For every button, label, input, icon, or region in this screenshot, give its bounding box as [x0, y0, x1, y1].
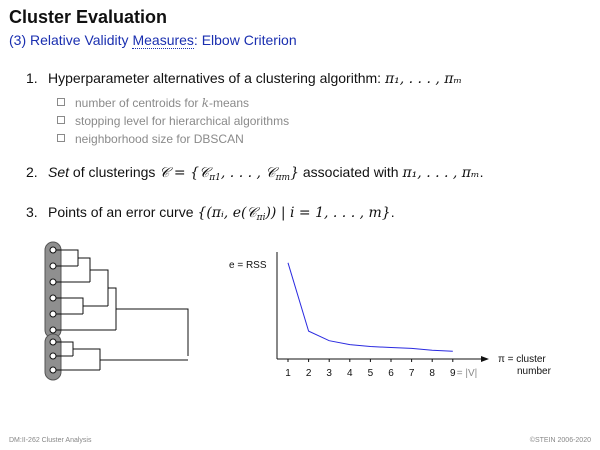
x-tick-label: 8 — [429, 368, 435, 379]
subscript-pim: πm — [275, 173, 291, 183]
item-math-set-3: } — [290, 165, 299, 181]
sub-item-text: stopping level for hierarchical algorith… — [75, 114, 290, 128]
list-item-3: 3. Points of an error curve {(πᵢ, e(𝒞πi))… — [26, 204, 395, 223]
leaf-node — [49, 294, 57, 302]
item-italic: Set — [48, 164, 70, 180]
dendrogram-leaves — [49, 246, 57, 374]
leaf-node — [49, 338, 57, 346]
leaf-node — [49, 366, 57, 374]
x-tick-label: 4 — [347, 368, 353, 379]
chart-xlabel-line1: π = cluster — [498, 354, 546, 365]
x-axis-arrow-icon — [481, 356, 489, 362]
x-tick-label: 1 — [285, 368, 291, 379]
subtitle-suffix: : Elbow Criterion — [193, 32, 297, 48]
leaf-node — [49, 310, 57, 318]
leaf-node — [49, 278, 57, 286]
dendrogram — [44, 241, 189, 381]
error-curve — [287, 262, 453, 352]
item-math: π₁, . . . , πₘ — [384, 71, 463, 87]
x-tick-label: 9 — [450, 368, 456, 379]
x-tick-label: 3 — [326, 368, 332, 379]
bullet-box-icon — [57, 134, 65, 142]
chart-ylabel: e = RSS — [229, 260, 267, 271]
bullet-box-icon — [57, 116, 65, 124]
list-item-2: 2. Set of clusterings 𝒞 = {𝒞π1, . . . , 𝒞… — [26, 164, 484, 183]
leaf-node — [49, 352, 57, 360]
elbow-chart: e = RSS 1 2 3 4 5 6 7 8 9 = |V| π = cluster numb… — [229, 252, 552, 379]
item-text: Points of an error curve — [48, 204, 198, 220]
sub-item-1: number of centroids for k-means — [57, 96, 249, 110]
subscript-pi1: π1 — [209, 173, 221, 183]
sub-item-math: k — [201, 96, 210, 110]
x-tick-label: 2 — [306, 368, 312, 379]
item-math: {(πᵢ, e(𝒞 — [197, 205, 257, 221]
page-title: Cluster Evaluation — [9, 7, 168, 27]
sub-item-text: number of centroids for — [75, 96, 202, 110]
list-item-1: 1. Hyperparameter alternatives of a clust… — [26, 70, 462, 87]
sub-item-2: stopping level for hierarchical algorith… — [57, 114, 289, 128]
item-number: 1. — [26, 70, 38, 86]
item-end: . — [390, 204, 395, 220]
item-end: . — [479, 164, 484, 180]
subscript-pii: πi — [256, 213, 266, 223]
sub-item-text-2: -means — [209, 96, 250, 110]
sub-item-3: neighborhood size for DBSCAN — [57, 132, 244, 146]
item-math-set: 𝒞 = {𝒞 — [159, 165, 210, 181]
item-text: of clusterings — [69, 164, 160, 180]
subtitle-prefix: (3) Relative Validity — [9, 32, 133, 48]
subtitle-measures-link[interactable]: Measures — [132, 32, 194, 49]
page-subtitle: (3) Relative Validity Measures: Elbow Cr… — [9, 32, 297, 49]
footer-right: ©STEIN 2006-2020 — [529, 437, 591, 444]
item-math-2: π₁, . . . , πₘ — [402, 165, 480, 181]
dendrogram-links — [53, 249, 189, 371]
footer-left: DM:II-262 Cluster Analysis — [9, 437, 92, 444]
sub-item-text: neighborhood size for DBSCAN — [75, 132, 244, 146]
leaf-node — [49, 326, 57, 334]
x-ticks: 1 2 3 4 5 6 7 8 9 — [285, 359, 456, 379]
item-math-set-2: , . . . , 𝒞 — [220, 165, 276, 181]
x-tick-label: 7 — [409, 368, 415, 379]
item-number: 3. — [26, 204, 38, 220]
dendrogram-group-1 — [44, 241, 62, 339]
x-tick-label: 5 — [368, 368, 374, 379]
leaf-node — [49, 246, 57, 254]
leaf-node — [49, 262, 57, 270]
item-text: Hyperparameter alternatives of a cluster… — [48, 70, 385, 86]
x-tick-label-last: = |V| — [457, 368, 477, 379]
item-number: 2. — [26, 164, 38, 180]
item-math-b: )) | i = 1, . . . , m} — [265, 205, 391, 221]
chart-xlabel-line2: number — [517, 366, 552, 377]
item-text-2: associated with — [298, 164, 403, 180]
bullet-box-icon — [57, 98, 65, 106]
x-tick-label: 6 — [388, 368, 394, 379]
